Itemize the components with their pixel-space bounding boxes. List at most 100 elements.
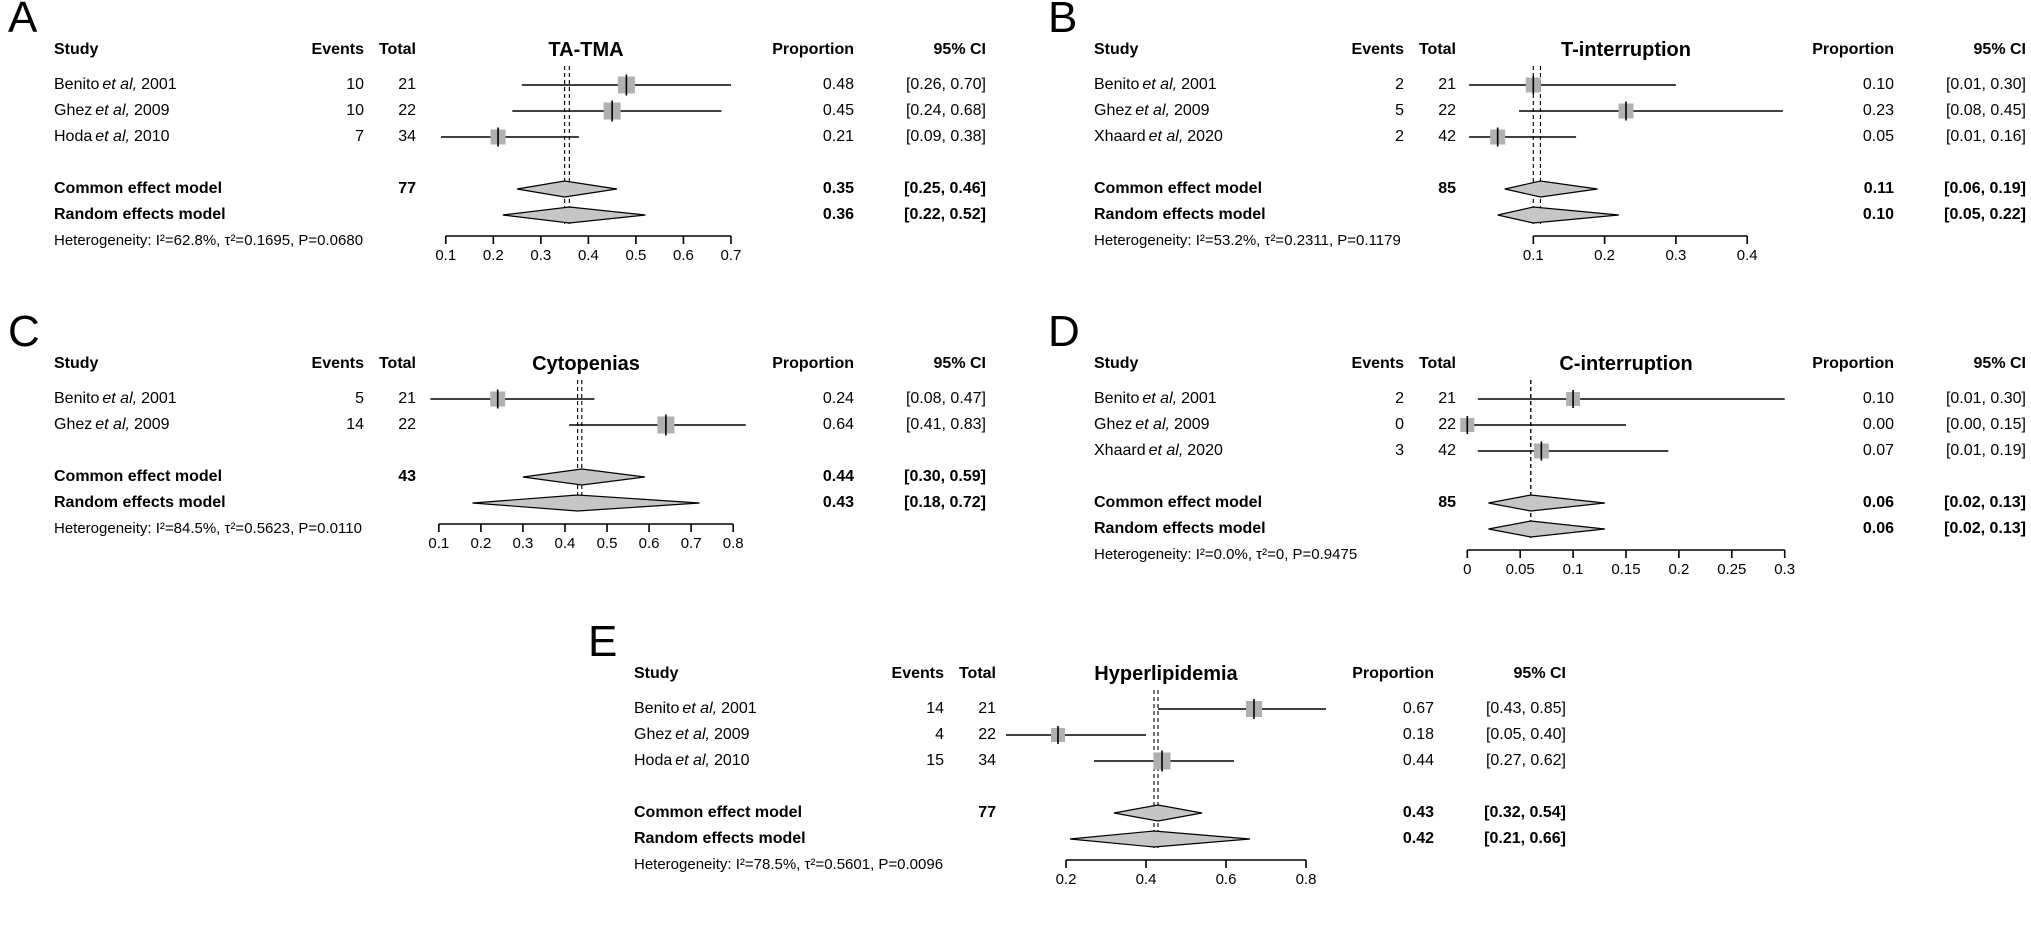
study-etal: et al, bbox=[95, 416, 130, 434]
common-ci-value: [0.25, 0.46] bbox=[904, 180, 986, 198]
events-value: 15 bbox=[926, 752, 944, 770]
random-effects-row: Random effects model 0.42 [0.21, 0.66] bbox=[634, 826, 1566, 852]
header-row: Study Events Total T-interruption Proportion… bbox=[1094, 38, 2026, 62]
panel-label: D bbox=[1048, 307, 1080, 356]
axis-tick-label: 0.15 bbox=[1611, 561, 1640, 578]
study-etal: et al, bbox=[102, 390, 138, 408]
total-value: 42 bbox=[1438, 128, 1456, 146]
random-ci-value: [0.18, 0.72] bbox=[904, 494, 986, 512]
panel-c: C Study Events Total Cytopenias Proportion 95%… bbox=[8, 310, 986, 553]
study-row: Benito et al, 2001 14 21 0.67 [0.43, 0.85] bbox=[634, 696, 1566, 722]
total-value: 21 bbox=[1438, 76, 1456, 94]
column-header-ci: 95% CI bbox=[933, 41, 986, 59]
panel-e: E Study Events Total Hyperlipidemia Proportio… bbox=[588, 620, 1566, 889]
study-author: Ghez bbox=[1094, 416, 1133, 434]
heterogeneity-row: Heterogeneity: I²=62.8%, τ²=0.1695, P=0.… bbox=[54, 228, 986, 254]
random-proportion-value: 0.43 bbox=[822, 494, 854, 512]
events-value: 0 bbox=[1395, 416, 1404, 434]
random-effects-label: Random effects model bbox=[1094, 520, 1266, 538]
study-etal: et al, bbox=[1148, 442, 1184, 460]
axis-tick-label: 0.1 bbox=[435, 247, 456, 264]
study-etal: et al, bbox=[102, 76, 138, 94]
events-value: 10 bbox=[346, 102, 364, 120]
events-value: 7 bbox=[355, 128, 364, 146]
study-author: Benito bbox=[1094, 390, 1140, 408]
ci-value: [0.01, 0.16] bbox=[1945, 128, 2026, 146]
study-year: 2001 bbox=[721, 700, 757, 718]
study-row: Benito et al, 2001 10 21 0.48 [0.26, 0.70] bbox=[54, 72, 986, 98]
ci-value: [0.24, 0.68] bbox=[905, 102, 986, 120]
events-value: 2 bbox=[1395, 390, 1404, 408]
study-author: Ghez bbox=[634, 726, 673, 744]
common-total-value: 85 bbox=[1438, 494, 1456, 512]
ci-value: [0.26, 0.70] bbox=[905, 76, 986, 94]
events-value: 2 bbox=[1395, 76, 1404, 94]
total-value: 34 bbox=[398, 128, 416, 146]
column-header-study: Study bbox=[1094, 355, 1139, 373]
column-header-proportion: Proportion bbox=[772, 355, 854, 373]
plot-title: Cytopenias bbox=[532, 353, 640, 375]
study-author: Benito bbox=[54, 76, 100, 94]
study-row: Ghez et al, 2009 5 22 0.23 [0.08, 0.45] bbox=[1094, 98, 2026, 124]
common-ci-value: [0.02, 0.13] bbox=[1944, 494, 2026, 512]
study-etal: et al, bbox=[1135, 102, 1170, 120]
heterogeneity-note: Heterogeneity: I²=84.5%, τ²=0.5623, P=0.… bbox=[54, 519, 362, 537]
plot-title: C-interruption bbox=[1559, 353, 1693, 375]
study-row: Xhaard et al, 2020 3 42 0.07 [0.01, 0.19] bbox=[1094, 438, 2026, 464]
proportion-value: 0.21 bbox=[822, 128, 854, 146]
axis-tick-label: 0.05 bbox=[1506, 561, 1535, 578]
proportion-value: 0.05 bbox=[1862, 128, 1894, 146]
random-effects-label: Random effects model bbox=[54, 494, 226, 512]
study-etal: et al, bbox=[1148, 128, 1184, 146]
axis-tick-label: 0.2 bbox=[1056, 871, 1077, 888]
study-name: Benito et al, 2001 bbox=[1094, 390, 1324, 408]
column-header-ci: 95% CI bbox=[1973, 355, 2026, 373]
panel-label: E bbox=[588, 617, 618, 666]
column-header-proportion: Proportion bbox=[772, 41, 854, 59]
study-etal: et al, bbox=[95, 102, 130, 120]
study-name: Xhaard et al, 2020 bbox=[1094, 442, 1324, 460]
panel-label: C bbox=[8, 307, 40, 356]
panel-a: A Study Events Total TA-TMA Proportion 95% CI B… bbox=[8, 0, 986, 264]
ci-value: [0.08, 0.47] bbox=[905, 390, 986, 408]
random-ci-value: [0.02, 0.13] bbox=[1944, 520, 2026, 538]
common-effect-row: Common effect model 85 0.11 [0.06, 0.19] bbox=[1094, 176, 2026, 202]
events-value: 14 bbox=[346, 416, 364, 434]
column-header-study: Study bbox=[54, 355, 99, 373]
common-effect-label: Common effect model bbox=[1094, 180, 1263, 198]
ci-value: [0.09, 0.38] bbox=[905, 128, 986, 146]
forest-plot: 0 0.05 0.1 0.15 0.2 0.25 0.3 bbox=[1460, 380, 1795, 578]
study-author: Hoda bbox=[54, 128, 93, 146]
ci-value: [0.01, 0.30] bbox=[1945, 76, 2026, 94]
study-year: 2001 bbox=[1181, 76, 1217, 94]
total-value: 21 bbox=[398, 390, 416, 408]
proportion-value: 0.18 bbox=[1402, 726, 1434, 744]
study-year: 2001 bbox=[141, 390, 177, 408]
study-row: Benito et al, 2001 5 21 0.24 [0.08, 0.47] bbox=[54, 386, 986, 412]
column-header-study: Study bbox=[54, 41, 99, 59]
axis-tick-label: 0.8 bbox=[723, 535, 744, 552]
panel-table: Study Events Total T-interruption Proportion… bbox=[1094, 38, 2026, 254]
proportion-value: 0.10 bbox=[1862, 390, 1894, 408]
column-header-proportion: Proportion bbox=[1812, 355, 1894, 373]
heterogeneity-row: Heterogeneity: I²=84.5%, τ²=0.5623, P=0.… bbox=[54, 516, 986, 542]
random-ci-value: [0.21, 0.66] bbox=[1484, 830, 1566, 848]
axis-tick-label: 0.5 bbox=[597, 535, 618, 552]
study-author: Benito bbox=[1094, 76, 1140, 94]
axis-tick-label: 0 bbox=[1463, 561, 1471, 578]
study-name: Hoda et al, 2010 bbox=[634, 752, 864, 770]
study-name: Benito et al, 2001 bbox=[54, 76, 284, 94]
random-diamond bbox=[1497, 206, 1619, 224]
events-value: 3 bbox=[1395, 442, 1404, 460]
common-proportion-value: 0.44 bbox=[822, 468, 854, 486]
panel-b: B Study Events Total T-interruption Proportio… bbox=[1048, 0, 2026, 264]
plot-title: T-interruption bbox=[1561, 39, 1691, 61]
study-author: Ghez bbox=[1094, 102, 1133, 120]
axis-tick-label: 0.8 bbox=[1296, 871, 1317, 888]
plot-title: Hyperlipidemia bbox=[1094, 663, 1238, 685]
study-row: Hoda et al, 2010 15 34 0.44 [0.27, 0.62] bbox=[634, 748, 1566, 774]
axis-tick-label: 0.6 bbox=[639, 535, 660, 552]
study-year: 2001 bbox=[1181, 390, 1217, 408]
common-total-value: 85 bbox=[1438, 180, 1456, 198]
study-name: Benito et al, 2001 bbox=[1094, 76, 1324, 94]
